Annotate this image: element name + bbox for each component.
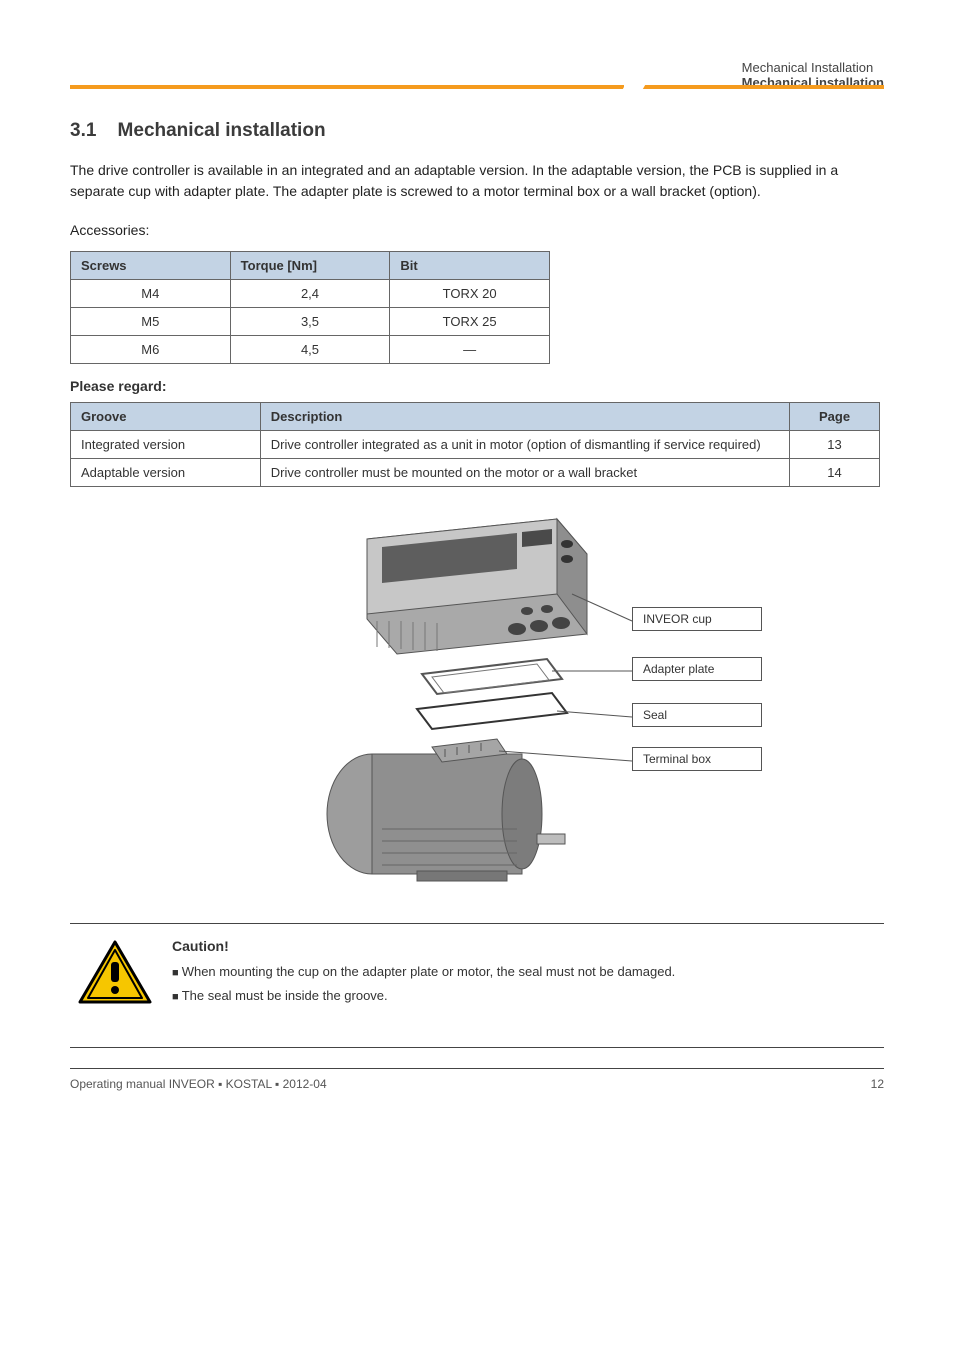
caution-title: Caution! bbox=[172, 938, 884, 954]
table-header-row: Screws Torque [Nm] Bit bbox=[71, 252, 550, 280]
caution-bullets: When mounting the cup on the adapter pla… bbox=[172, 962, 884, 1005]
adapter-plate-shape bbox=[422, 659, 562, 694]
col-torque: Torque [Nm] bbox=[230, 252, 390, 280]
caution-text: Caution! When mounting the cup on the ad… bbox=[160, 938, 884, 1009]
footer-left: Operating manual INVEOR ▪ KOSTAL ▪ 2012-… bbox=[70, 1077, 327, 1091]
header-right-line1: Mechanical Installation bbox=[742, 60, 884, 75]
caution-bullet: The seal must be inside the groove. bbox=[172, 986, 884, 1006]
section-title: Mechanical installation bbox=[118, 120, 326, 141]
figure-container: INVEOR cup Adapter plate Seal Terminal b… bbox=[70, 499, 884, 899]
caution-bottom-rule bbox=[70, 1047, 884, 1048]
table-row: Adaptable version Drive controller must … bbox=[71, 459, 880, 487]
main-content: 3.1 Mechanical installation The drive co… bbox=[70, 120, 884, 1091]
callout-adapter: Adapter plate bbox=[632, 657, 762, 681]
table-row: M5 3,5 TORX 25 bbox=[71, 308, 550, 336]
page: Mechanical Installation Mechanical insta… bbox=[0, 0, 954, 1350]
figure-svg bbox=[217, 499, 737, 899]
motor-shape bbox=[327, 739, 565, 881]
footer-page-number: 12 bbox=[871, 1077, 884, 1091]
caution-bullet: When mounting the cup on the adapter pla… bbox=[172, 962, 884, 982]
warning-icon bbox=[70, 938, 160, 1008]
accessories-label: Accessories: bbox=[70, 220, 884, 241]
table-header-row: Groove Description Page bbox=[71, 403, 880, 431]
callout-seal: Seal bbox=[632, 703, 762, 727]
groove-table: Groove Description Page Integrated versi… bbox=[70, 402, 880, 487]
header-accent-bar bbox=[70, 85, 884, 89]
col-bit: Bit bbox=[390, 252, 550, 280]
callout-cup: INVEOR cup bbox=[632, 607, 762, 631]
please-regard-label: Please regard: bbox=[70, 378, 884, 394]
section-number: 3.1 bbox=[70, 120, 96, 141]
intro-paragraph: The drive controller is available in an … bbox=[70, 160, 884, 202]
callout-terminal: Terminal box bbox=[632, 747, 762, 771]
table-row: Integrated version Drive controller inte… bbox=[71, 431, 880, 459]
col-description: Description bbox=[260, 403, 789, 431]
caution-block: Caution! When mounting the cup on the ad… bbox=[70, 924, 884, 1023]
page-footer: Operating manual INVEOR ▪ KOSTAL ▪ 2012-… bbox=[70, 1069, 884, 1091]
col-groove: Groove bbox=[71, 403, 261, 431]
accessories-table: Screws Torque [Nm] Bit M4 2,4 TORX 20 M5… bbox=[70, 251, 550, 364]
col-page: Page bbox=[790, 403, 880, 431]
table-row: M4 2,4 TORX 20 bbox=[71, 280, 550, 308]
seal-shape bbox=[417, 693, 567, 729]
col-screws: Screws bbox=[71, 252, 231, 280]
section-heading: 3.1 Mechanical installation bbox=[70, 120, 884, 142]
cup-shape bbox=[367, 519, 587, 654]
exploded-figure: INVEOR cup Adapter plate Seal Terminal b… bbox=[217, 499, 737, 899]
table-row: M6 4,5 — bbox=[71, 336, 550, 364]
